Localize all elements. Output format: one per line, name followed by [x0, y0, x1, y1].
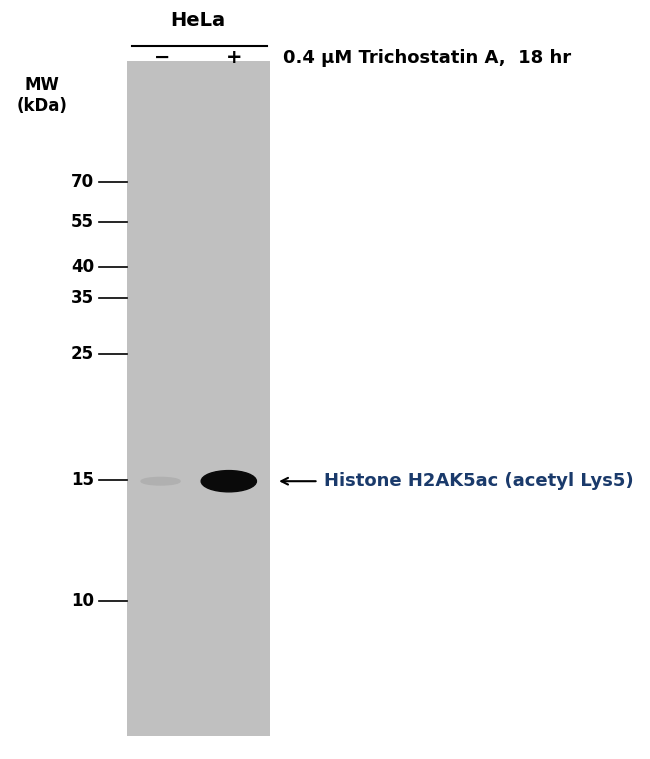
Text: 25: 25	[71, 345, 94, 364]
Text: MW
(kDa): MW (kDa)	[17, 76, 68, 115]
Text: 55: 55	[72, 213, 94, 231]
Text: 40: 40	[71, 258, 94, 276]
Text: −: −	[154, 48, 171, 68]
Text: Histone H2AK5ac (acetyl Lys5): Histone H2AK5ac (acetyl Lys5)	[324, 472, 633, 490]
Text: 10: 10	[72, 592, 94, 610]
Text: 35: 35	[71, 288, 94, 307]
Text: +: +	[226, 48, 242, 68]
Text: 0.4 μM Trichostatin A,  18 hr: 0.4 μM Trichostatin A, 18 hr	[283, 49, 571, 67]
Bar	[127, 61, 270, 736]
Text: HeLa: HeLa	[171, 11, 226, 30]
Ellipse shape	[202, 471, 256, 492]
Ellipse shape	[141, 477, 180, 485]
Text: 15: 15	[72, 471, 94, 489]
Text: 70: 70	[71, 173, 94, 191]
